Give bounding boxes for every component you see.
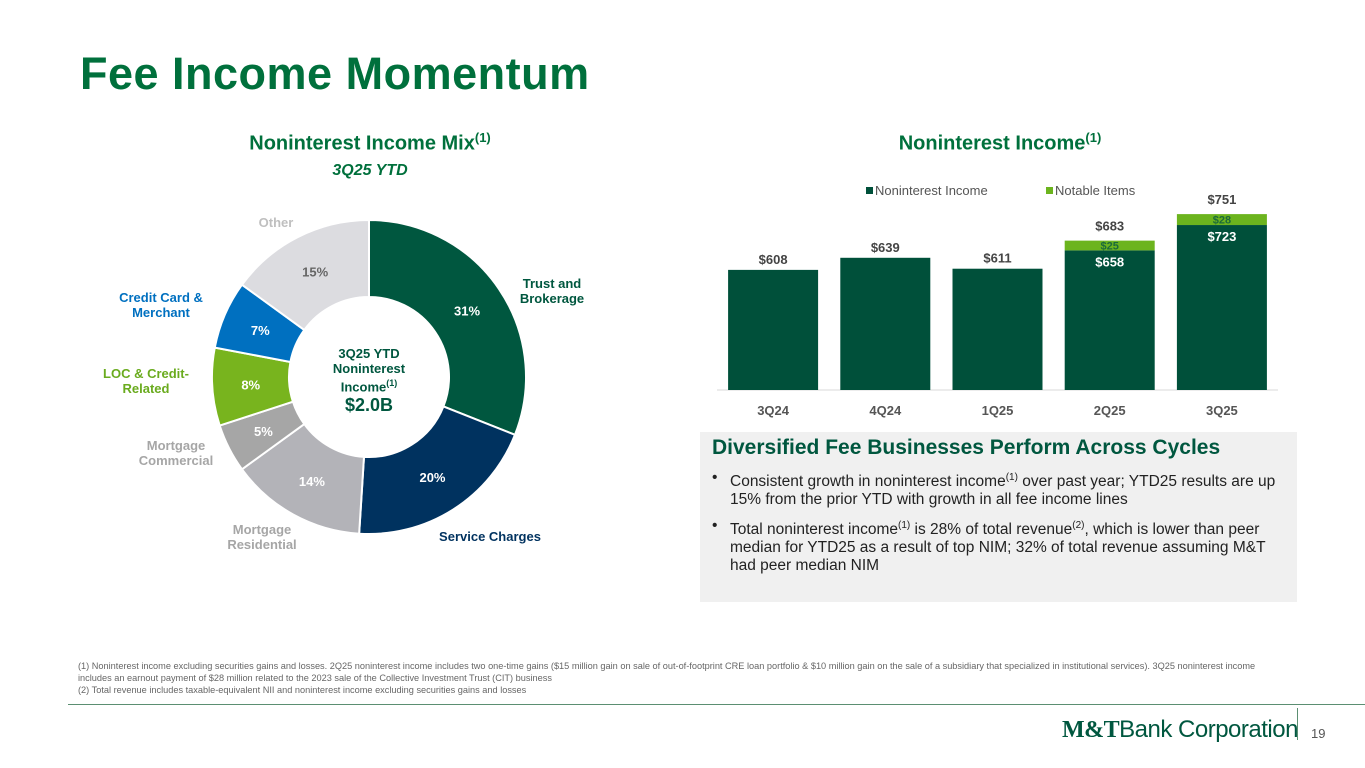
value-label: $658 bbox=[1095, 254, 1124, 269]
logo: M&TBank Corporation bbox=[1062, 716, 1298, 744]
category-label: Mortgage Commercial bbox=[138, 438, 214, 468]
bullet-note: (1) bbox=[898, 520, 911, 531]
value-label: $28 bbox=[1213, 215, 1231, 227]
bullet: Total noninterest income(1) is 28% of to… bbox=[712, 517, 1287, 575]
category-label: Credit Card & Merchant bbox=[119, 290, 203, 320]
text-box-title: Diversified Fee Businesses Perform Acros… bbox=[712, 436, 1221, 459]
legend-label: Noninterest Income bbox=[875, 183, 988, 198]
donut-slice bbox=[358, 405, 517, 535]
total-label: $751 bbox=[1207, 192, 1236, 207]
bullet-text: Total noninterest income bbox=[730, 521, 899, 539]
bullet-text: Consistent growth in noninterest income bbox=[730, 473, 1006, 491]
category-label: Trust and Brokerage bbox=[519, 276, 585, 306]
slice-label: 15% bbox=[302, 264, 328, 279]
legend-label: Notable Items bbox=[1055, 183, 1136, 198]
title-text: Noninterest Income bbox=[898, 132, 1086, 155]
title-note: (1) bbox=[474, 130, 491, 145]
center-note: (1) bbox=[386, 378, 398, 388]
slice-label: 31% bbox=[454, 303, 480, 318]
center-line: Income bbox=[340, 379, 387, 395]
bullet: Consistent growth in noninterest income(… bbox=[712, 469, 1287, 509]
slice-label: 7% bbox=[251, 323, 270, 338]
x-tick-label: 1Q25 bbox=[982, 403, 1014, 418]
bullet-note: (1) bbox=[1005, 472, 1018, 483]
center-total: $2.0B bbox=[344, 395, 394, 416]
chart-subtitle: 3Q25 YTD bbox=[332, 162, 408, 179]
center-label: 3Q25 YTD Noninterest Income(1) $2.0B bbox=[309, 346, 429, 416]
footnotes: (1) Noninterest income excluding securit… bbox=[78, 660, 1288, 696]
category-label: LOC & Credit-Related bbox=[103, 366, 189, 396]
total-label: $683 bbox=[1095, 219, 1124, 234]
value-label: $25 bbox=[1101, 241, 1119, 253]
value-label: $639 bbox=[871, 240, 900, 255]
page-number: 19 bbox=[1311, 726, 1326, 741]
x-tick-label: 4Q24 bbox=[869, 403, 902, 418]
bar-segment bbox=[840, 257, 931, 390]
x-tick-label: 3Q24 bbox=[757, 403, 790, 418]
donut-slice bbox=[240, 218, 370, 332]
footer-divider bbox=[1297, 708, 1298, 740]
legend-swatch bbox=[866, 187, 873, 194]
category-label: Mortgage Residential bbox=[227, 522, 297, 552]
value-label: $608 bbox=[759, 252, 788, 267]
logo-mark: M&T bbox=[1062, 717, 1120, 743]
value-label: $611 bbox=[983, 251, 1011, 266]
title-note: (1) bbox=[1085, 130, 1102, 145]
title-text: Noninterest Income Mix bbox=[249, 132, 475, 155]
center-line: Noninterest bbox=[332, 361, 406, 376]
logo-name: Bank Corporation bbox=[1119, 716, 1298, 743]
bar-segment bbox=[728, 269, 819, 390]
bullet-text: , which is lower than peer median for YT… bbox=[730, 521, 1266, 575]
bullet-note: (2) bbox=[1072, 520, 1085, 531]
slide-title: Fee Income Momentum bbox=[80, 48, 590, 99]
slice-label: 5% bbox=[254, 424, 273, 439]
bar-segment bbox=[1176, 225, 1267, 390]
slice-label: 20% bbox=[419, 470, 445, 485]
chart-title: Noninterest Income Mix(1) bbox=[170, 130, 570, 156]
footnote: (1) Noninterest income excluding securit… bbox=[78, 661, 1256, 683]
bullet-text: over past year; YTD25 results are up 15%… bbox=[730, 473, 1276, 509]
bar-segment bbox=[1064, 240, 1155, 251]
category-label: Other bbox=[258, 215, 294, 230]
bullet-text: is 28% of total revenue bbox=[910, 521, 1073, 539]
category-label: Service Charges bbox=[439, 529, 541, 544]
x-tick-label: 3Q25 bbox=[1206, 403, 1238, 418]
center-line: 3Q25 YTD bbox=[338, 346, 400, 361]
bar-segment bbox=[1064, 250, 1155, 390]
bar-segment bbox=[952, 268, 1043, 390]
slice-label: 8% bbox=[241, 377, 260, 392]
footer-rule bbox=[68, 704, 1365, 705]
x-tick-label: 2Q25 bbox=[1094, 403, 1126, 418]
chart-title: Noninterest Income(1) bbox=[800, 130, 1200, 156]
center-line-wrap: Income(1) bbox=[309, 376, 429, 394]
value-label: $723 bbox=[1207, 229, 1236, 244]
bar-segment bbox=[1176, 214, 1267, 226]
footnote: (2) Total revenue includes taxable-equiv… bbox=[78, 685, 527, 695]
donut-slice bbox=[368, 218, 527, 437]
slice-label: 14% bbox=[299, 474, 325, 489]
legend-swatch bbox=[1046, 187, 1053, 194]
